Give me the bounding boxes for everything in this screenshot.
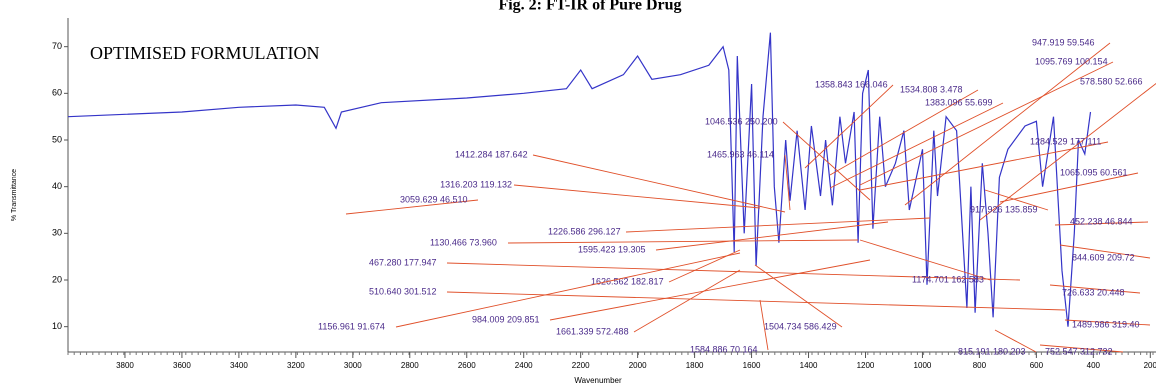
peak-label: 1626.562 182.817	[591, 276, 664, 286]
peak-label: 578.580 52.666	[1080, 76, 1143, 86]
peak-label: 984.009 209.851	[472, 314, 540, 324]
peak-label: 1584.886 70.164	[690, 344, 758, 354]
leader-line	[1049, 284, 1141, 294]
x-tick-label: 400	[1087, 361, 1101, 370]
peak-label: 1226.586 296.127	[548, 226, 621, 236]
x-tick-label: 600	[1030, 361, 1044, 370]
leader-line	[829, 102, 1004, 189]
y-axis-label: % Transmittance	[11, 169, 18, 221]
peak-label: 917.926 135.859	[970, 204, 1038, 214]
peak-label: 752.547 312.732	[1045, 346, 1113, 356]
leader-line	[1059, 244, 1151, 259]
leader-line	[829, 89, 979, 176]
x-tick-label: 2800	[401, 361, 419, 370]
leader-line	[904, 42, 1111, 206]
peak-label: 1412.284 187.642	[455, 149, 528, 159]
peak-label: 844.609 209.72	[1072, 252, 1135, 262]
peak-label: 452.238 46.844	[1070, 216, 1133, 226]
leader-line	[804, 84, 894, 169]
x-tick-label: 200	[1144, 361, 1156, 370]
peak-label: 1156.961 91.674	[318, 321, 385, 331]
peak-label: 467.280 177.947	[369, 257, 437, 267]
leader-line	[513, 184, 761, 209]
peak-label: 1383.096 55.699	[925, 97, 993, 107]
leader-line	[859, 141, 1109, 191]
leader-line	[633, 269, 741, 333]
leader-line	[345, 199, 479, 215]
x-tick-label: 2200	[572, 361, 590, 370]
x-tick-label: 3800	[116, 361, 134, 370]
peak-label: 1095.769 100.154	[1035, 56, 1108, 66]
leader-line	[625, 217, 931, 233]
leader-line	[979, 82, 1156, 221]
chart-title: Fig. 2: FT-IR of Pure Drug	[498, 0, 681, 14]
peak-label: 510.640 301.512	[369, 286, 437, 296]
peak-label: 1316.203 119.132	[440, 179, 512, 189]
x-tick-label: 1600	[743, 361, 761, 370]
leader-line	[446, 291, 1066, 311]
x-tick-label: 2000	[629, 361, 647, 370]
leader-line	[784, 154, 791, 211]
peak-label: 1534.808 3.478	[900, 84, 963, 94]
x-tick-label: 2600	[458, 361, 476, 370]
x-tick-label: 3000	[344, 361, 362, 370]
leader-line	[549, 259, 871, 321]
y-tick-label: 40	[52, 181, 62, 191]
peak-label: 1284.529 177.111	[1030, 136, 1101, 146]
leader-line	[1039, 344, 1124, 353]
leader-line	[859, 239, 991, 281]
leader-line	[859, 61, 1114, 186]
leader-line	[984, 189, 1049, 211]
y-tick-label: 60	[52, 88, 62, 98]
leader-line	[994, 329, 1037, 353]
peak-label: 3059.629 46.510	[400, 194, 468, 204]
peak-label: 1065.095 60.561	[1060, 167, 1128, 177]
peak-label: 1130.466 73.960	[430, 237, 497, 247]
leader-line	[446, 262, 1021, 281]
peak-label: 947.919 59.546	[1032, 37, 1095, 47]
peak-label: 1358.843 166.046	[815, 79, 888, 89]
x-tick-label: 1400	[800, 361, 818, 370]
leader-line	[754, 264, 843, 328]
x-tick-label: 3600	[173, 361, 191, 370]
x-axis-label: Wavenumber	[574, 376, 622, 385]
y-tick-label: 20	[52, 274, 62, 284]
leader-line	[532, 154, 786, 213]
x-tick-label: 3400	[230, 361, 248, 370]
leader-line	[782, 121, 871, 201]
leader-line	[1064, 319, 1151, 326]
leader-line	[507, 239, 859, 244]
x-tick-label: 800	[973, 361, 987, 370]
leader-line	[1054, 221, 1149, 226]
peak-label: 1465.963 46.114	[707, 149, 774, 159]
x-tick-label: 2400	[515, 361, 533, 370]
leader-line	[655, 221, 889, 251]
leader-line	[759, 299, 769, 351]
x-tick-label: 3200	[287, 361, 305, 370]
peak-label: 1504.734 586.429	[764, 321, 837, 331]
peak-label: 815.191 180.203	[958, 346, 1026, 356]
legend-label: OPTIMISED FORMULATION	[90, 43, 320, 63]
peak-label: 1174.701 162.583	[912, 274, 984, 284]
peak-label: 726.633 20.448	[1062, 287, 1125, 297]
y-tick-label: 70	[52, 41, 62, 51]
peak-label: 1046.536 250.200	[705, 116, 778, 126]
peak-label: 1489.986 319.40	[1072, 319, 1140, 329]
peak-label: 1595.423 19.305	[578, 244, 646, 254]
leader-line	[395, 252, 741, 328]
x-tick-label: 1200	[857, 361, 875, 370]
y-tick-label: 10	[52, 321, 62, 331]
y-tick-label: 30	[52, 228, 62, 238]
y-tick-label: 50	[52, 134, 62, 144]
leader-line	[999, 172, 1139, 203]
peak-label: 1661.339 572.488	[556, 326, 629, 336]
spectrum-line	[67, 32, 1092, 327]
x-tick-label: 1800	[686, 361, 704, 370]
x-tick-label: 1000	[914, 361, 932, 370]
